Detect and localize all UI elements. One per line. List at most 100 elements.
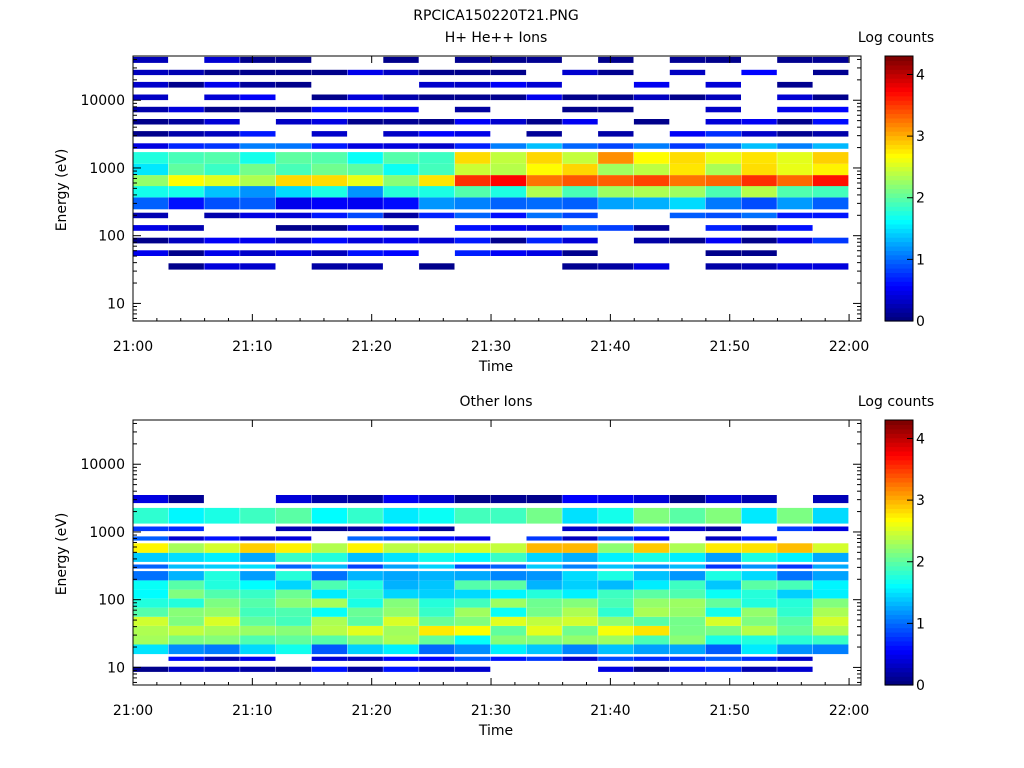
heatmap-cell: [168, 526, 204, 532]
heatmap-cell: [132, 507, 169, 524]
heatmap-cell: [240, 571, 276, 581]
heatmap-cell: [204, 250, 240, 256]
heatmap-cell: [311, 263, 348, 270]
heatmap-cell: [204, 81, 240, 88]
heatmap-cell: [705, 552, 741, 562]
heatmap-cell: [562, 564, 598, 569]
heatmap-cell: [741, 507, 777, 524]
heatmap-cell: [240, 644, 276, 655]
colorbar-swatch: [885, 162, 913, 168]
colorbar-swatch: [885, 276, 913, 282]
colorbar-swatch: [885, 623, 913, 629]
colorbar-swatch: [885, 259, 913, 265]
heatmap-cell: [669, 635, 706, 645]
colorbar-swatch: [885, 561, 913, 567]
colorbar-swatch: [885, 250, 913, 256]
heatmap-cell: [204, 644, 240, 655]
heatmap-cell: [275, 212, 312, 219]
heatmap-cell: [419, 598, 455, 608]
heatmap-cell: [526, 536, 562, 541]
heatmap-cell: [633, 607, 670, 617]
colorbar-tick-label: 2: [916, 191, 925, 207]
heatmap-cell: [454, 119, 491, 125]
heatmap-cell: [311, 656, 348, 661]
heatmap-cell: [347, 106, 383, 113]
heatmap-cell: [204, 571, 240, 581]
heatmap-cell: [383, 143, 419, 149]
heatmap-cell: [598, 635, 634, 645]
heatmap-cell: [490, 495, 527, 504]
heatmap-cell: [490, 635, 527, 645]
colorbar-swatch: [885, 60, 913, 66]
colorbar-swatch: [885, 290, 913, 296]
heatmap-cell: [633, 81, 670, 88]
heatmap-cell: [240, 69, 276, 76]
heatmap-cell: [168, 81, 204, 88]
heatmap-cell: [490, 56, 527, 63]
heatmap-cell: [383, 536, 419, 541]
heatmap-cell: [132, 69, 169, 76]
heatmap-cell: [383, 625, 419, 636]
colorbar-frame: [884, 55, 914, 322]
heatmap-cell: [669, 571, 706, 581]
heatmap-cell: [705, 152, 741, 164]
heatmap-cell: [454, 564, 491, 569]
heatmap-cell: [132, 552, 169, 562]
heatmap-cell: [275, 119, 312, 125]
heatmap-cell: [490, 564, 527, 569]
heatmap-cell: [777, 644, 813, 655]
colorbar-swatch: [885, 609, 913, 615]
colorbar-swatch: [885, 587, 913, 593]
heatmap-cell: [741, 119, 777, 125]
heatmap-cell: [275, 186, 312, 198]
heatmap-cell: [562, 543, 598, 553]
colorbar-swatch: [885, 86, 913, 92]
heatmap-cell: [454, 644, 491, 655]
heatmap-cell: [598, 197, 634, 210]
heatmap-cell: [705, 94, 741, 101]
heatmap-cell: [705, 635, 741, 645]
heatmap-cell: [132, 495, 169, 504]
heatmap-cell: [813, 163, 849, 176]
heatmap-cell: [633, 536, 670, 541]
heatmap-cell: [454, 598, 491, 608]
heatmap-cell: [347, 526, 383, 532]
heatmap-cell: [777, 237, 813, 244]
heatmap-cell: [383, 131, 419, 137]
heatmap-cell: [419, 607, 455, 617]
colorbar-swatch: [885, 433, 913, 439]
colorbar-swatch: [885, 192, 913, 198]
heatmap-cell: [777, 625, 813, 636]
y-tick-label: 10000: [80, 93, 125, 109]
heatmap-cell: [490, 589, 527, 599]
heatmap-cell: [419, 564, 455, 569]
heatmap-cell: [562, 598, 598, 608]
heatmap-cell: [204, 507, 240, 524]
heatmap-cell: [562, 186, 598, 198]
heatmap-cell: [419, 263, 455, 270]
heatmap-cell: [275, 250, 312, 256]
heatmap-cell: [526, 131, 562, 137]
heatmap-cell: [311, 526, 348, 532]
y-tick-label: 1000: [89, 525, 125, 541]
heatmap-cell: [598, 666, 634, 672]
heatmap-cell: [419, 536, 455, 541]
heatmap-cell: [562, 175, 598, 187]
heatmap-cell: [633, 143, 670, 149]
heatmap-cell: [741, 656, 777, 661]
x-axis-label: Time: [478, 359, 513, 375]
heatmap-cell: [168, 237, 204, 244]
heatmap-cell: [311, 119, 348, 125]
heatmap-cell: [777, 635, 813, 645]
heatmap-cell: [311, 543, 348, 553]
heatmap-cell: [669, 526, 706, 532]
heatmap-cell: [777, 607, 813, 617]
heatmap-cell: [347, 495, 383, 504]
heatmap-cell: [526, 119, 562, 125]
colorbar-swatch: [885, 556, 913, 562]
colorbar-swatch: [885, 316, 913, 322]
heatmap-cell: [490, 197, 527, 210]
heatmap-cell: [275, 152, 312, 164]
heatmap-cell: [562, 263, 598, 270]
heatmap-cell: [490, 571, 527, 581]
